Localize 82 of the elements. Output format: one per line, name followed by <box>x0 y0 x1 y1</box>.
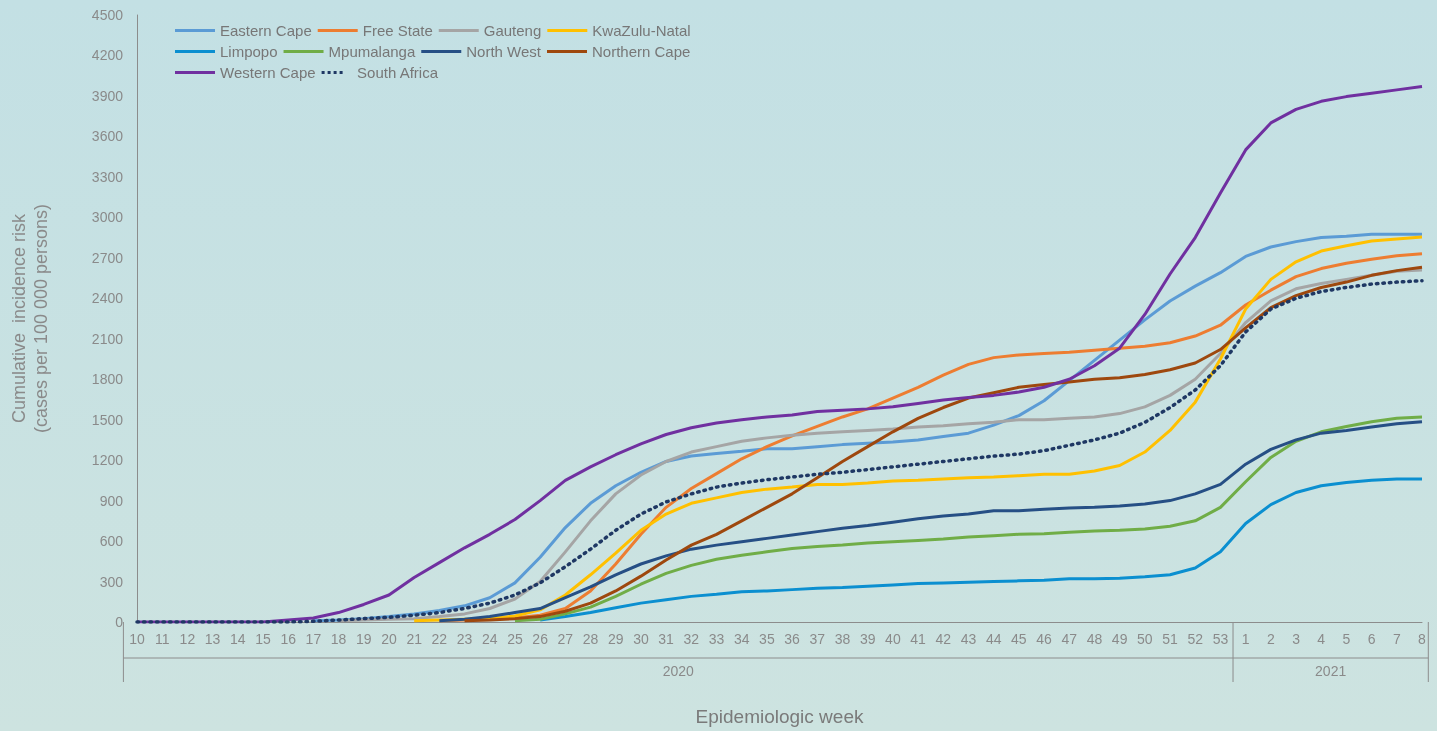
y-tick-label: 1200 <box>91 452 124 469</box>
x-tick-label: 10 <box>129 631 145 647</box>
legend-label: North West <box>466 43 542 60</box>
x-tick-label: 49 <box>1111 631 1128 647</box>
x-tick-label: 2 <box>1266 631 1275 647</box>
x-tick-label: 26 <box>532 631 549 647</box>
x-tick-label: 16 <box>280 631 297 647</box>
x-tick-label: 47 <box>1061 631 1078 647</box>
x-tick-label: 52 <box>1187 631 1204 647</box>
x-tick-label: 29 <box>607 631 624 647</box>
x-tick-label: 17 <box>305 631 322 647</box>
x-tick-label: 50 <box>1137 631 1153 647</box>
x-tick-label: 44 <box>985 631 1002 647</box>
x-tick-label: 37 <box>809 631 826 647</box>
x-axis-title: Epidemiologic week <box>695 706 864 727</box>
y-tick-label: 2100 <box>91 330 124 347</box>
x-tick-label: 27 <box>557 631 574 647</box>
legend-label: Free State <box>362 22 433 39</box>
x-tick-label: 51 <box>1162 631 1179 647</box>
x-tick-label: 3 <box>1292 631 1301 647</box>
x-tick-label: 31 <box>658 631 675 647</box>
x-tick-label: 48 <box>1086 631 1103 647</box>
x-tick-label: 13 <box>204 631 221 647</box>
y-tick-label: 300 <box>99 573 124 590</box>
x-tick-label: 20 <box>381 631 397 647</box>
x-tick-label: 8 <box>1418 631 1427 647</box>
x-tick-label: 39 <box>859 631 876 647</box>
y-tick-label: 3300 <box>91 168 124 185</box>
x-tick-label: 40 <box>885 631 901 647</box>
x-tick-label: 53 <box>1212 631 1229 647</box>
legend-label: Eastern Cape <box>220 22 312 39</box>
y-tick-label: 3600 <box>91 128 124 145</box>
y-tick-label: 3900 <box>91 87 124 104</box>
x-tick-label: 38 <box>834 631 851 647</box>
x-tick-label: 4 <box>1317 631 1326 647</box>
legend-label: Limpopo <box>220 43 278 60</box>
x-tick-label: 36 <box>784 631 801 647</box>
text: 2020 <box>662 663 694 679</box>
x-tick-label: 15 <box>255 631 271 647</box>
x-tick-label: 33 <box>708 631 725 647</box>
x-tick-label: 23 <box>456 631 473 647</box>
legend-label: Mpumalanga <box>328 43 416 60</box>
legend-label: KwaZulu-Natal <box>592 22 691 39</box>
x-tick-label: 35 <box>759 631 775 647</box>
x-tick-label: 5 <box>1342 631 1351 647</box>
y-tick-label: 600 <box>99 533 124 550</box>
legend-label: South Africa <box>357 64 439 81</box>
y-tick-label: 2400 <box>91 290 124 307</box>
y-tick-label: 1500 <box>91 411 124 428</box>
x-tick-label: 22 <box>431 631 448 647</box>
x-tick-label: 25 <box>507 631 523 647</box>
legend-label: Northern Cape <box>592 43 691 60</box>
x-tick-label: 7 <box>1392 631 1401 647</box>
x-tick-label: 46 <box>1036 631 1053 647</box>
x-tick-label: 32 <box>683 631 700 647</box>
y-axis-title: Cumulative incidence risk (cases per 100 000 persons) <box>9 203 51 434</box>
y-tick-label: 0 <box>115 614 124 630</box>
x-tick-label: 42 <box>935 631 952 647</box>
x-tick-label: 34 <box>733 631 750 647</box>
y-tick-label: 900 <box>99 492 124 509</box>
y-tick-label: 1800 <box>91 371 124 388</box>
x-tick-label: 11 <box>154 631 170 647</box>
y-tick-label: 3000 <box>91 209 124 226</box>
x-tick-label: 45 <box>1011 631 1027 647</box>
x-tick-label: 41 <box>910 631 927 647</box>
x-tick-label: 1 <box>1241 631 1250 647</box>
y-tick-label: 2700 <box>91 249 124 266</box>
x-tick-label: 18 <box>330 631 347 647</box>
x-tick-label: 14 <box>230 631 246 647</box>
x-tick-label: 12 <box>179 631 196 647</box>
x-tick-label: 30 <box>633 631 649 647</box>
legend-label: Gauteng <box>483 22 542 39</box>
y-tick-label: 4200 <box>91 47 124 64</box>
x-tick-label: 19 <box>355 631 372 647</box>
x-tick-label: 28 <box>582 631 599 647</box>
x-tick-label: 43 <box>960 631 977 647</box>
x-tick-label: 24 <box>481 631 498 647</box>
x-tick-label: 21 <box>406 631 423 647</box>
y-tick-label: 4500 <box>91 7 124 23</box>
text: 2021 <box>1315 663 1347 679</box>
legend-label: Western Cape <box>220 64 316 81</box>
x-tick-label: 6 <box>1367 631 1376 647</box>
